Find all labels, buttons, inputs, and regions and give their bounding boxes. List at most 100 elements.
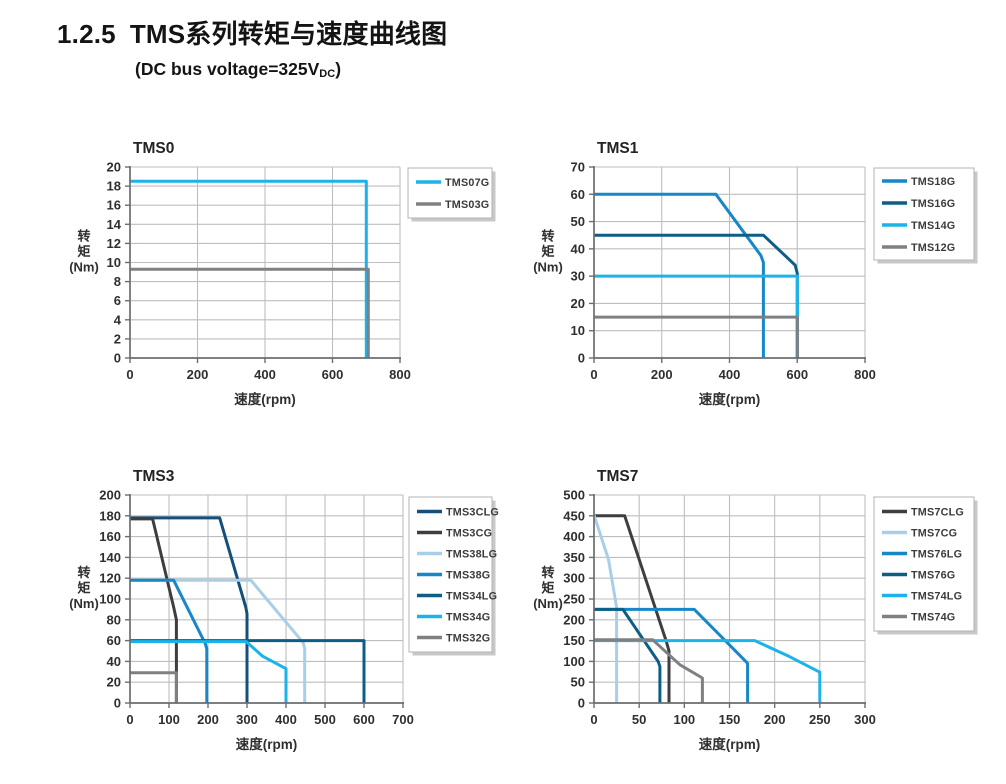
legend-label: TMS34LG (446, 591, 497, 603)
y-tick-label: 20 (571, 296, 585, 311)
legend-item-tms74lg: TMS74LG (882, 591, 962, 603)
y-tick-label: 0 (578, 351, 585, 366)
y-tick-label: 100 (99, 592, 121, 607)
y-tick-label: 100 (563, 654, 585, 669)
chart-tms7: TMS7 0 50 100 150 200 250 300 350 400 450 500 0 50 100… (519, 458, 1006, 779)
y-tick-label: 70 (571, 160, 585, 175)
legend-item-tms16g: TMS16G (882, 198, 955, 210)
section-title-text: TMS系列转矩与速度曲线图 (129, 19, 448, 49)
legend-item-tms7clg: TMS7CLG (882, 507, 964, 519)
legend-item-tms34g: TMS34G (417, 612, 490, 624)
x-tick-label: 200 (764, 712, 786, 727)
y-tick-label: 4 (114, 312, 122, 327)
x-tick-label: 400 (275, 712, 297, 727)
x-axis-label: 速度(rpm) (699, 391, 761, 407)
y-tick-label: 140 (99, 550, 121, 565)
legend-box (873, 496, 975, 632)
x-tick-label: 150 (719, 712, 741, 727)
legend-label: TMS74G (911, 612, 955, 624)
y-axis-label: (Nm) (533, 596, 563, 611)
x-tick-label: 600 (353, 712, 375, 727)
x-tick-label: 250 (809, 712, 831, 727)
x-tick-label: 200 (197, 712, 219, 727)
y-tick-label: 18 (107, 179, 121, 194)
series-line-tms18g (594, 192, 765, 358)
y-tick-label: 180 (99, 508, 121, 523)
y-tick-label: 250 (563, 592, 585, 607)
legend-box (407, 167, 493, 219)
legend-label: TMS34G (446, 612, 490, 624)
y-tick-label: 0 (114, 351, 121, 366)
y-tick-label: 80 (107, 612, 121, 627)
legend-item-tms03g: TMS03G (416, 199, 489, 211)
y-tick-label: 60 (571, 187, 585, 202)
y-tick-label: 40 (107, 654, 121, 669)
y-axis-label: 转 (77, 565, 90, 580)
chart-title: TMS1 (597, 140, 639, 157)
x-tick-label: 600 (322, 367, 344, 382)
x-axis-label: 速度(rpm) (699, 736, 761, 752)
x-tick-label: 200 (187, 367, 209, 382)
legend-item-tms38lg: TMS38LG (417, 549, 497, 561)
legend-label: TMS16G (911, 198, 955, 210)
legend-label: TMS7CLG (911, 507, 964, 519)
y-tick-label: 50 (571, 214, 585, 229)
section-title: 1.2.5 TMS系列转矩与速度曲线图 (57, 14, 447, 51)
legend-item-tms38g: TMS38G (417, 570, 490, 582)
y-tick-label: 120 (99, 571, 121, 586)
y-tick-label: 16 (107, 198, 121, 213)
x-tick-label: 300 (854, 712, 876, 727)
y-tick-label: 8 (114, 274, 121, 289)
legend-item-tms18g: TMS18G (882, 176, 955, 188)
series-line-tms07g (130, 179, 368, 358)
series-line-tms38g (130, 578, 209, 703)
x-tick-label: 300 (236, 712, 258, 727)
legend-label: TMS38G (446, 570, 490, 582)
series-line-tms34g (130, 640, 288, 703)
legend-label: TMS38LG (446, 549, 497, 561)
subtitle: (DC bus voltage=325VDC) (135, 59, 341, 80)
legend-label: TMS3CG (446, 528, 492, 540)
y-axis-label: (Nm) (533, 260, 563, 275)
legend-label: TMS76LG (911, 549, 962, 561)
legend-label: TMS32G (446, 633, 490, 645)
y-axis-label: 转 (541, 565, 554, 580)
y-axis-label: 矩 (540, 581, 554, 596)
x-tick-label: 0 (590, 712, 597, 727)
x-tick-label: 500 (314, 712, 336, 727)
x-tick-label: 600 (786, 367, 808, 382)
x-tick-label: 50 (632, 712, 646, 727)
legend-label: TMS12G (911, 242, 955, 254)
chart-title: TMS3 (133, 468, 175, 485)
series-line-tms74g (594, 638, 704, 703)
x-tick-label: 0 (590, 367, 597, 382)
subtitle-suffix: ) (335, 59, 342, 79)
legend-label: TMS14G (911, 220, 955, 232)
legend-box (873, 167, 975, 261)
chart-canvas-tms7: TMS7 0 50 100 150 200 250 300 350 400 450 500 0 50 100… (533, 468, 978, 752)
y-tick-label: 12 (107, 236, 121, 251)
series-line-tms12g (594, 315, 799, 358)
legend-item-tms07g: TMS07G (416, 177, 489, 189)
y-tick-label: 400 (563, 529, 585, 544)
legend-item-tms32g: TMS32G (417, 633, 490, 645)
chart-title: TMS7 (597, 468, 638, 485)
series-line-tms7cg (592, 514, 619, 703)
y-tick-label: 450 (563, 508, 585, 523)
legend-item-tms76g: TMS76G (882, 570, 955, 582)
x-axis-label: 速度(rpm) (236, 736, 298, 752)
y-tick-label: 60 (107, 633, 121, 648)
legend-label: TMS07G (445, 177, 489, 189)
section-number: 1.2.5 (57, 19, 116, 49)
chart-tms1: TMS1 0 10 20 30 40 50 60 70 0 200 400 600 800 转矩 (Nm) 速度… (519, 130, 1006, 430)
y-axis-label: 转 (541, 229, 554, 244)
y-tick-label: 150 (563, 633, 585, 648)
y-tick-label: 500 (563, 488, 585, 503)
y-tick-label: 0 (114, 696, 121, 711)
series-line-tms16g (594, 233, 799, 358)
series-line-tms38lg (130, 578, 307, 703)
y-tick-label: 10 (571, 323, 585, 338)
y-tick-label: 6 (114, 293, 121, 308)
y-axis-label: 矩 (76, 581, 90, 596)
